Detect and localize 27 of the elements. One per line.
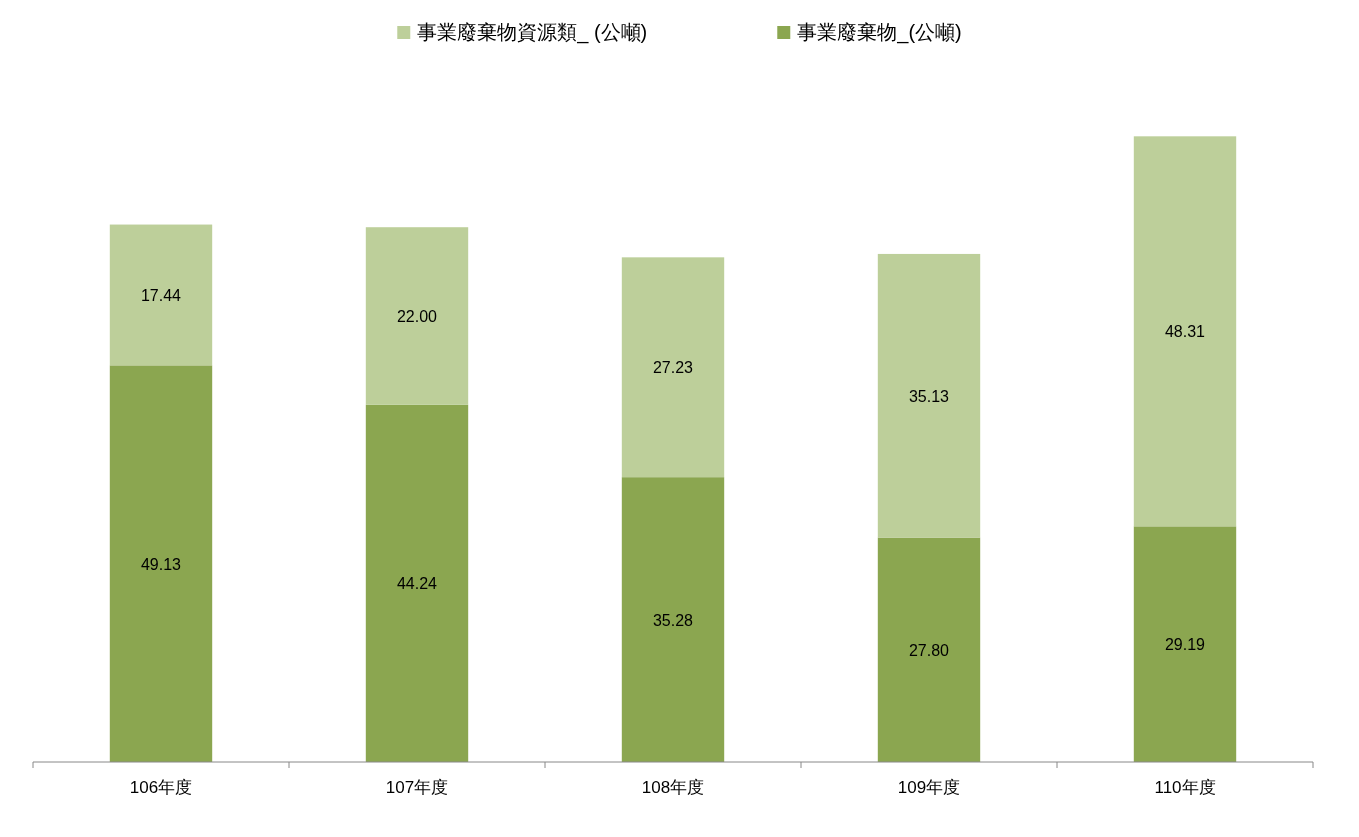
data-label: 44.24: [396, 575, 438, 593]
data-label: 29.19: [1164, 636, 1206, 654]
bar: [109, 224, 213, 366]
bar: [365, 404, 469, 762]
data-label: 27.80: [908, 641, 950, 659]
data-label: 27.23: [652, 359, 694, 377]
bar: [365, 227, 469, 405]
x-tick-label: 110年度: [1154, 778, 1216, 797]
bar: [109, 365, 213, 762]
legend-label: 事業廢棄物資源類_ (公噸): [417, 21, 648, 44]
bar: [621, 257, 725, 478]
x-tick-label: 107年度: [385, 778, 449, 797]
x-tick-label: 106年度: [129, 778, 193, 797]
bar: [1133, 136, 1237, 527]
data-label: 49.13: [140, 555, 182, 573]
data-label: 35.28: [652, 611, 694, 629]
legend-label: 事業廢棄物_(公噸): [797, 21, 962, 44]
data-label: 48.31: [1164, 323, 1206, 341]
bar: [621, 477, 725, 762]
data-label: 35.13: [908, 387, 950, 405]
bar: [877, 537, 981, 762]
bar: [877, 253, 981, 538]
data-label: 22.00: [396, 308, 438, 326]
data-label: 17.44: [140, 286, 182, 304]
bar: [1133, 526, 1237, 762]
x-tick-label: 109年度: [897, 778, 961, 797]
x-tick-label: 108年度: [641, 778, 705, 797]
